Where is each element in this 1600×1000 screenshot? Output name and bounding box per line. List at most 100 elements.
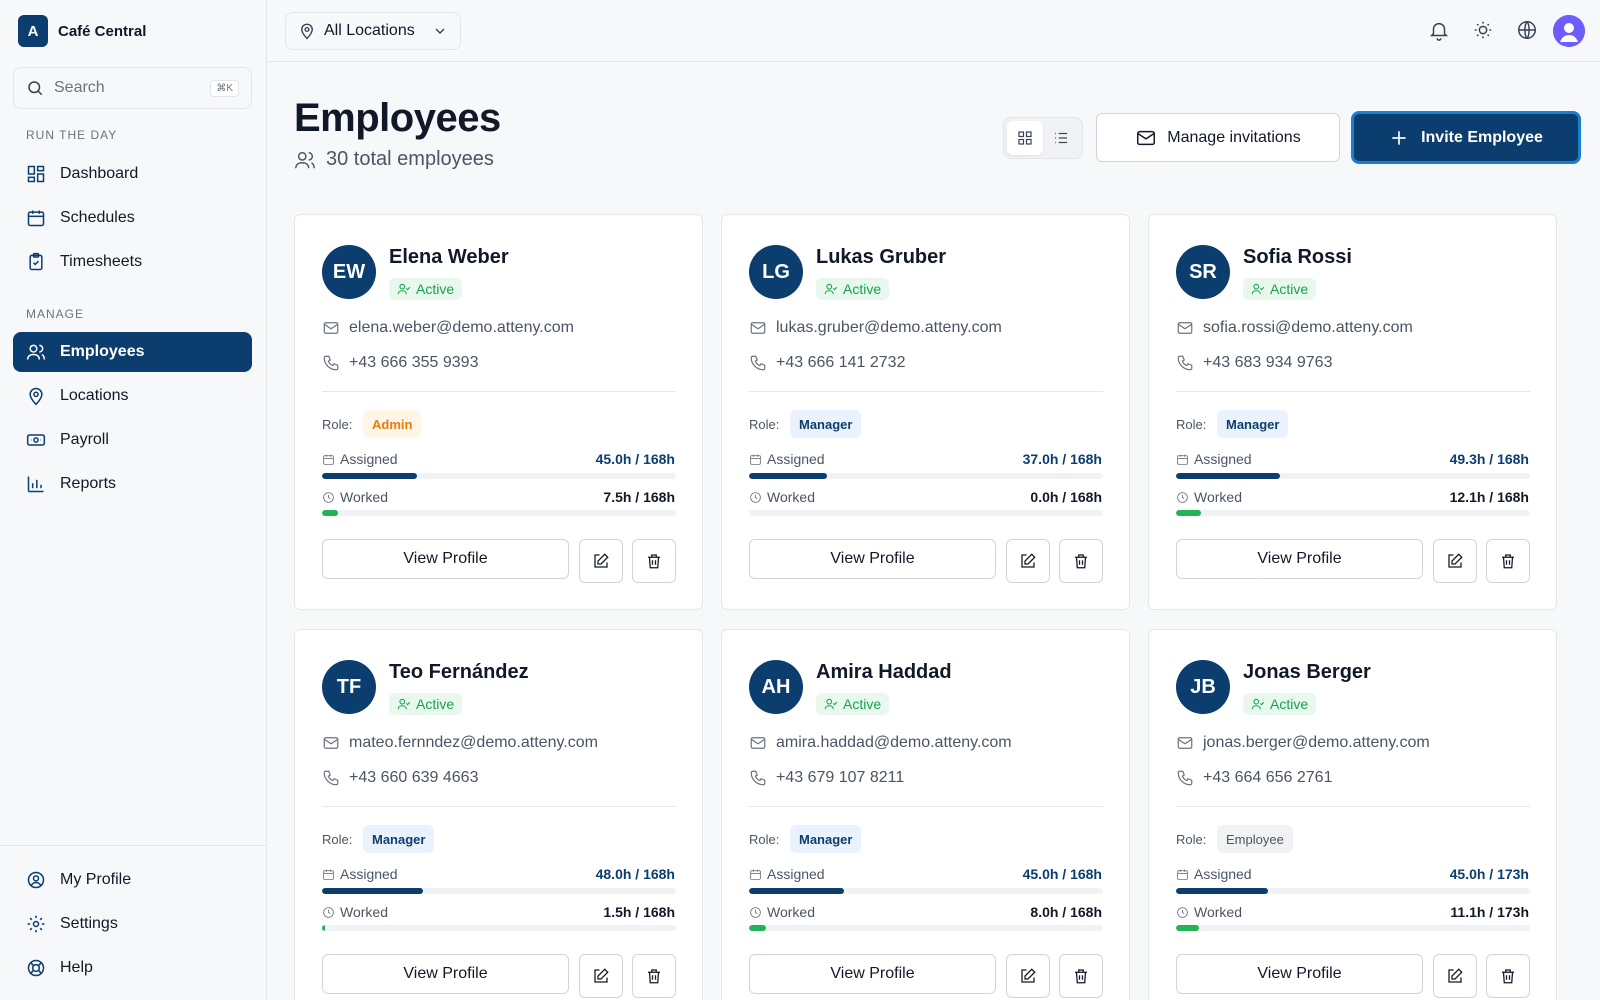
assigned-value: 37.0h / 168h	[1022, 451, 1102, 467]
clock-icon	[323, 906, 334, 918]
map-pin-icon	[29, 387, 43, 406]
employee-email: mateo.fernndez@demo.atteny.com	[322, 734, 598, 752]
sidebar-item-help[interactable]: Help	[13, 948, 252, 988]
edit-button[interactable]	[1433, 539, 1477, 583]
worked-value: 0.0h / 168h	[1030, 489, 1102, 505]
divider	[749, 391, 1103, 392]
calendar-icon	[1177, 869, 1188, 880]
edit-button[interactable]	[579, 954, 623, 998]
theme-toggle-button[interactable]	[1472, 19, 1494, 41]
view-profile-button[interactable]: View Profile	[749, 539, 996, 579]
view-profile-button[interactable]: View Profile	[1176, 539, 1423, 579]
assigned-value: 45.0h / 168h	[595, 451, 675, 467]
view-profile-button[interactable]: View Profile	[322, 954, 569, 994]
list-view-button[interactable]	[1043, 121, 1079, 155]
assigned-value: 49.3h / 168h	[1449, 451, 1529, 467]
invite-employee-label: Invite Employee	[1421, 128, 1543, 146]
calendar-icon	[323, 454, 334, 465]
delete-button[interactable]	[1486, 954, 1530, 998]
edit-button[interactable]	[1006, 539, 1050, 583]
employee-name[interactable]: Jonas Berger	[1243, 661, 1371, 683]
clock-icon	[1177, 906, 1188, 918]
phone-icon	[323, 355, 339, 371]
sidebar-item-dashboard[interactable]: Dashboard	[13, 154, 252, 194]
sidebar-item-settings[interactable]: Settings	[13, 904, 252, 944]
sidebar-item-employees[interactable]: Employees	[13, 332, 252, 372]
bar-chart-icon	[27, 476, 44, 493]
mail-icon	[323, 737, 339, 749]
email-text: sofia.rossi@demo.atteny.com	[1203, 319, 1413, 336]
phone-text: +43 666 355 9393	[349, 354, 479, 371]
user-check-icon	[397, 698, 411, 710]
status-badge: Active	[1243, 278, 1317, 300]
employee-name[interactable]: Elena Weber	[389, 246, 509, 268]
sidebar-item-my-profile[interactable]: My Profile	[13, 860, 252, 900]
delete-button[interactable]	[1059, 954, 1103, 998]
clock-icon	[1177, 491, 1188, 503]
sidebar-item-label: Dashboard	[60, 165, 139, 182]
email-text: elena.weber@demo.atteny.com	[349, 319, 574, 336]
role-badge: Manager	[790, 410, 862, 438]
sidebar-item-payroll[interactable]: Payroll	[13, 420, 252, 460]
sidebar-item-locations[interactable]: Locations	[13, 376, 252, 416]
user-check-icon	[1251, 698, 1265, 710]
notifications-button[interactable]	[1428, 19, 1450, 41]
assigned-label: Assigned	[322, 451, 398, 467]
trash-icon	[1075, 969, 1087, 984]
employee-card: AH Amira Haddad Active amira.haddad@demo…	[721, 629, 1130, 1000]
employee-name[interactable]: Lukas Gruber	[816, 246, 947, 268]
invite-employee-button[interactable]: Invite Employee	[1351, 111, 1581, 164]
edit-button[interactable]	[579, 539, 623, 583]
sidebar-item-timesheets[interactable]: Timesheets	[13, 242, 252, 282]
mail-icon	[1177, 322, 1193, 334]
email-text: lukas.gruber@demo.atteny.com	[776, 319, 1002, 336]
location-select[interactable]: All Locations	[285, 12, 461, 50]
employee-phone: +43 666 355 9393	[322, 354, 478, 372]
grid-view-button[interactable]	[1007, 121, 1043, 155]
trash-icon	[1075, 554, 1087, 569]
brand[interactable]: A Café Central	[0, 0, 266, 62]
manage-invitations-button[interactable]: Manage invitations	[1096, 113, 1340, 162]
view-profile-button[interactable]: View Profile	[322, 539, 569, 579]
worked-progress-bar	[1176, 510, 1530, 516]
delete-button[interactable]	[632, 954, 676, 998]
status-badge: Active	[816, 278, 890, 300]
assigned-label: Assigned	[749, 866, 825, 882]
edit-icon	[1021, 553, 1036, 568]
employee-email: lukas.gruber@demo.atteny.com	[749, 319, 1002, 337]
status-label: Active	[1270, 281, 1309, 297]
worked-label-text: Worked	[767, 489, 815, 505]
sidebar-item-schedules[interactable]: Schedules	[13, 198, 252, 238]
employee-card: LG Lukas Gruber Active lukas.gruber@demo…	[721, 214, 1130, 610]
employee-name[interactable]: Teo Fernández	[389, 661, 529, 683]
sidebar-item-reports[interactable]: Reports	[13, 464, 252, 504]
assigned-label-text: Assigned	[1194, 866, 1252, 882]
delete-button[interactable]	[1486, 539, 1530, 583]
language-button[interactable]	[1516, 19, 1538, 41]
edit-button[interactable]	[1006, 954, 1050, 998]
delete-button[interactable]	[1059, 539, 1103, 583]
map-pin-icon	[301, 23, 313, 40]
edit-button[interactable]	[1433, 954, 1477, 998]
search-shortcut: ⌘K	[210, 79, 239, 97]
employee-name[interactable]: Sofia Rossi	[1243, 246, 1352, 268]
role-badge: Admin	[363, 410, 422, 438]
divider	[322, 391, 676, 392]
sidebar-item-label: Reports	[60, 475, 117, 492]
worked-label: Worked	[322, 489, 388, 505]
employee-name[interactable]: Amira Haddad	[816, 661, 952, 683]
employee-avatar: EW	[322, 245, 376, 299]
phone-icon	[1177, 355, 1193, 371]
assigned-value: 48.0h / 168h	[595, 866, 675, 882]
view-profile-button[interactable]: View Profile	[1176, 954, 1423, 994]
search-input[interactable]: Search ⌘K	[13, 67, 252, 109]
delete-button[interactable]	[632, 539, 676, 583]
view-profile-button[interactable]: View Profile	[749, 954, 996, 994]
divider	[322, 806, 676, 807]
worked-label: Worked	[1176, 904, 1242, 920]
user-avatar[interactable]	[1553, 15, 1585, 47]
users-icon	[26, 344, 46, 360]
page-subtitle: 30 total employees	[294, 148, 494, 171]
worked-label-text: Worked	[340, 904, 388, 920]
assigned-progress-fill	[1176, 888, 1269, 894]
